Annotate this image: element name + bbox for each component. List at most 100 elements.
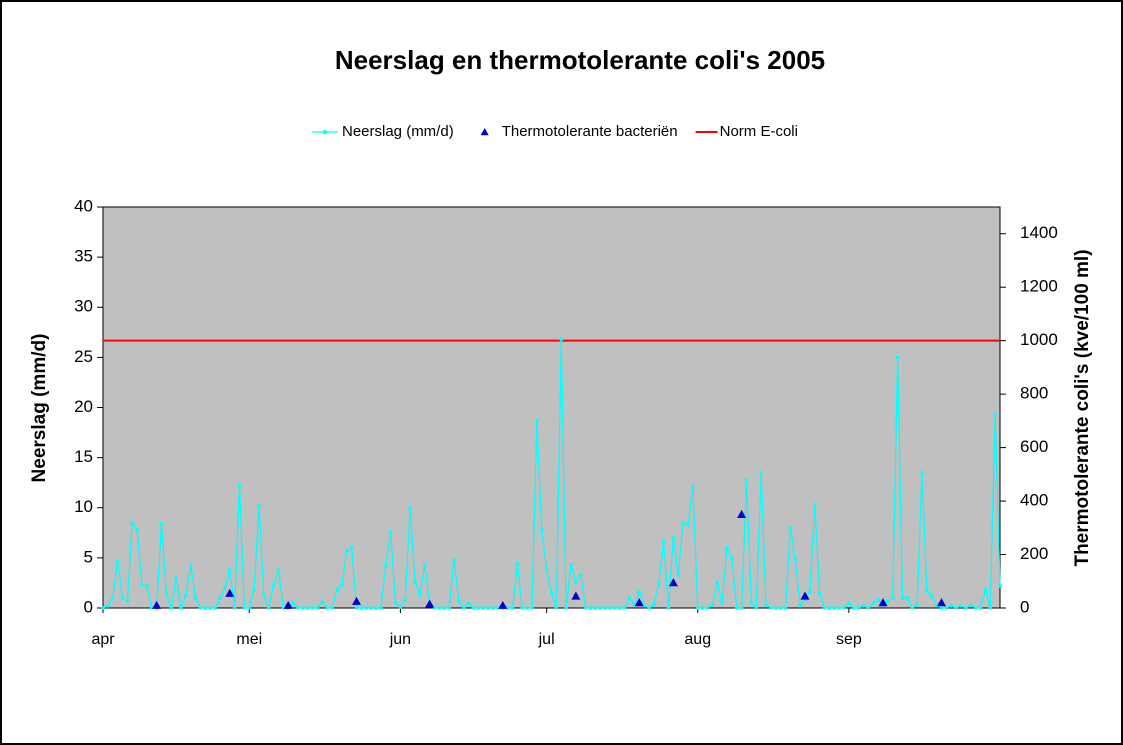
rain-marker	[959, 604, 963, 608]
rain-marker	[798, 604, 802, 608]
rain-marker	[998, 584, 1002, 588]
rain-marker	[656, 582, 661, 586]
rain-marker	[939, 606, 944, 610]
rain-marker	[929, 594, 934, 598]
rain-marker	[627, 596, 632, 600]
rain-marker	[925, 589, 929, 593]
y2-tick-label: 400	[1020, 491, 1048, 510]
rain-marker	[915, 603, 919, 607]
rain-marker	[393, 601, 398, 605]
rain-marker	[276, 568, 281, 572]
rain-marker	[291, 601, 295, 605]
rain-marker	[598, 606, 603, 610]
rain-marker	[188, 563, 193, 567]
bacteria-marker	[737, 509, 747, 519]
rain-marker	[227, 568, 232, 572]
rain-marker	[330, 606, 334, 610]
rain-marker	[622, 606, 627, 610]
rain-marker	[198, 606, 203, 610]
rain-marker	[700, 606, 705, 610]
rain-marker	[920, 470, 924, 475]
rain-marker	[374, 606, 378, 610]
y-axis-label: Neerslag (mm/d)	[29, 334, 50, 483]
rain-marker	[296, 606, 300, 610]
rain-marker	[856, 606, 861, 610]
rain-marker	[106, 604, 110, 608]
rain-marker	[808, 590, 812, 594]
rain-marker	[354, 606, 359, 610]
rain-marker	[603, 606, 607, 610]
rain-marker	[461, 606, 466, 610]
rain-marker	[691, 484, 695, 489]
bacteria-marker	[800, 591, 810, 600]
rain-marker	[520, 606, 525, 610]
rain-marker	[466, 601, 471, 605]
rain-marker	[773, 606, 778, 610]
rain-marker	[115, 559, 120, 563]
rain-marker	[837, 606, 841, 610]
x-tick-label: jun	[389, 631, 411, 648]
rain-marker	[544, 568, 549, 572]
rain-marker	[359, 606, 364, 610]
legend-label: Thermotolerante bacteriën	[502, 123, 678, 140]
rain-marker	[315, 606, 320, 610]
y2-axis-label: Thermotolerante coli's (kve/100 ml)	[1072, 249, 1093, 566]
rain-marker	[257, 503, 261, 508]
bacteria-marker	[283, 600, 293, 609]
rain-marker	[130, 520, 135, 525]
rain-marker	[349, 546, 354, 550]
rain-marker	[949, 604, 954, 608]
x-tick-label: jul	[538, 631, 555, 648]
rain-marker	[388, 530, 393, 534]
bacteria-marker	[425, 599, 435, 608]
legend-swatch	[480, 128, 489, 136]
y2-tick-label: 800	[1020, 384, 1048, 403]
rain-marker	[730, 556, 734, 560]
rain-marker	[530, 606, 534, 610]
rain-marker	[578, 573, 583, 577]
y-tick-label: 30	[74, 297, 93, 316]
rain-marker	[383, 564, 388, 568]
rain-marker	[861, 604, 866, 608]
y2-tick-label: 1000	[1020, 330, 1058, 349]
bacteria-marker	[634, 598, 644, 607]
y-tick-label: 5	[84, 547, 93, 566]
rain-marker	[764, 603, 768, 607]
rain-marker	[574, 580, 578, 584]
rain-marker	[817, 591, 822, 595]
rain-marker	[539, 528, 544, 532]
rain-marker	[661, 540, 666, 544]
rain-marker	[110, 596, 115, 600]
rain-marker	[993, 412, 997, 417]
rain-marker	[535, 418, 539, 423]
rain-marker	[135, 528, 139, 532]
rain-marker	[559, 337, 564, 342]
y2-tick-label: 200	[1020, 544, 1048, 563]
rain-marker	[647, 606, 651, 610]
x-tick-label: aug	[684, 631, 711, 648]
bacteria-marker	[878, 598, 888, 607]
rain-marker	[213, 606, 217, 610]
rain-marker	[783, 606, 788, 610]
rain-marker	[510, 606, 515, 610]
y2-tick-label: 1200	[1020, 277, 1058, 296]
rain-marker	[788, 524, 793, 529]
rain-marker	[734, 606, 739, 610]
rain-marker	[744, 477, 749, 482]
rain-marker	[203, 606, 208, 610]
rain-marker	[739, 606, 744, 610]
rain-marker	[320, 600, 325, 604]
rain-marker	[715, 581, 720, 585]
rain-marker	[759, 470, 763, 475]
y-tick-label: 15	[74, 447, 93, 466]
rain-marker	[379, 606, 383, 610]
plot-area	[102, 206, 1001, 609]
rain-marker	[481, 606, 486, 610]
rain-marker	[895, 355, 900, 360]
rain-marker	[403, 598, 408, 602]
rain-marker	[871, 601, 876, 605]
bacteria-marker	[571, 591, 581, 600]
rain-marker	[583, 606, 588, 610]
